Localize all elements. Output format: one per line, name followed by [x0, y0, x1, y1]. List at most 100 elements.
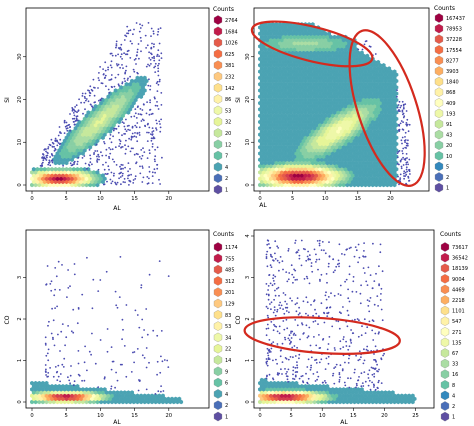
hexbin	[301, 170, 306, 175]
hexbin	[323, 144, 328, 150]
data-point	[405, 173, 408, 176]
hexbin	[387, 78, 392, 84]
hexbin	[55, 393, 60, 398]
hexbin	[321, 390, 326, 395]
hexbin	[330, 138, 335, 144]
data-point	[302, 381, 305, 384]
data-point	[348, 354, 351, 357]
hexbin	[352, 138, 357, 144]
hexbin	[79, 179, 84, 185]
hexbin	[122, 91, 127, 96]
data-point	[121, 174, 124, 177]
data-point	[118, 296, 121, 298]
hexbin	[368, 135, 373, 140]
data-point	[54, 267, 57, 269]
hexbin	[390, 154, 395, 159]
hexbin	[77, 182, 82, 188]
y-tick-label: 10	[245, 139, 251, 146]
hexbin	[299, 141, 304, 147]
hexbin	[338, 88, 342, 93]
hexbin	[385, 88, 390, 93]
hexbin	[385, 94, 390, 100]
hexbin	[119, 91, 124, 96]
hexbin	[359, 151, 364, 156]
data-point	[64, 125, 67, 128]
data-point	[342, 338, 345, 341]
data-point	[153, 43, 155, 46]
hexbin	[93, 390, 98, 395]
hexbin	[59, 182, 64, 188]
hexbin	[365, 53, 370, 59]
hexbin	[367, 94, 372, 100]
hexbin	[258, 25, 262, 30]
hexbin	[261, 399, 266, 405]
hexbin	[341, 56, 346, 62]
hexbin	[392, 157, 397, 163]
hexbin	[274, 396, 279, 402]
hexbin	[139, 75, 144, 81]
hexbin	[71, 384, 76, 389]
hexbin	[110, 119, 114, 125]
hexbin	[327, 176, 332, 181]
hexbin	[130, 78, 134, 84]
legend: Counts 167437789533722817554827739031840…	[434, 5, 465, 193]
data-point	[148, 126, 151, 129]
data-point	[103, 377, 106, 380]
hexbin	[86, 390, 91, 395]
data-point	[158, 178, 160, 181]
hexbin	[296, 154, 301, 159]
hexbin	[334, 138, 339, 144]
data-point	[61, 264, 63, 266]
data-point	[132, 351, 134, 354]
hexbin	[323, 44, 328, 49]
hexbin	[368, 78, 373, 84]
legend-swatch	[213, 377, 223, 388]
hexbin	[117, 107, 122, 112]
hexbin	[281, 85, 286, 90]
hexbin	[378, 88, 382, 93]
hexbin	[268, 69, 273, 74]
hexbin	[338, 56, 342, 62]
data-point	[84, 345, 86, 348]
data-point	[100, 151, 102, 154]
hexbin	[64, 384, 69, 389]
data-point	[149, 101, 152, 104]
data-point	[115, 164, 118, 166]
hexbin	[135, 81, 140, 87]
legend-swatch	[440, 358, 450, 369]
data-point	[328, 255, 331, 258]
hexbin	[84, 387, 89, 392]
hexbin	[356, 399, 361, 405]
density-layer	[30, 22, 163, 188]
hexbin	[299, 167, 304, 172]
hexbin	[71, 167, 76, 172]
data-point	[125, 139, 127, 142]
data-point	[400, 167, 403, 170]
hexbin	[173, 396, 178, 402]
hexbin	[343, 41, 348, 46]
data-point	[71, 117, 74, 120]
hexbin	[117, 399, 122, 405]
hexbin	[73, 176, 78, 181]
data-point	[318, 244, 321, 247]
hexbin	[281, 97, 286, 103]
legend-label: 167437	[446, 16, 465, 22]
hexbin	[283, 151, 288, 156]
data-point	[102, 163, 104, 166]
legend-label: 9	[225, 369, 228, 375]
hexbin	[312, 151, 317, 156]
hexbin	[73, 151, 78, 156]
data-point	[339, 340, 342, 343]
hexbin	[259, 173, 264, 178]
hexbin	[327, 113, 332, 118]
data-point	[97, 168, 100, 171]
x-tick-label: 10	[319, 413, 326, 419]
hexbin	[272, 387, 277, 392]
data-point	[398, 100, 401, 103]
hexbin	[294, 100, 299, 106]
hexbin	[312, 37, 317, 43]
hexbin	[301, 138, 306, 144]
hexbin	[283, 380, 288, 386]
hexbin	[338, 393, 342, 398]
hexbin	[287, 170, 292, 175]
